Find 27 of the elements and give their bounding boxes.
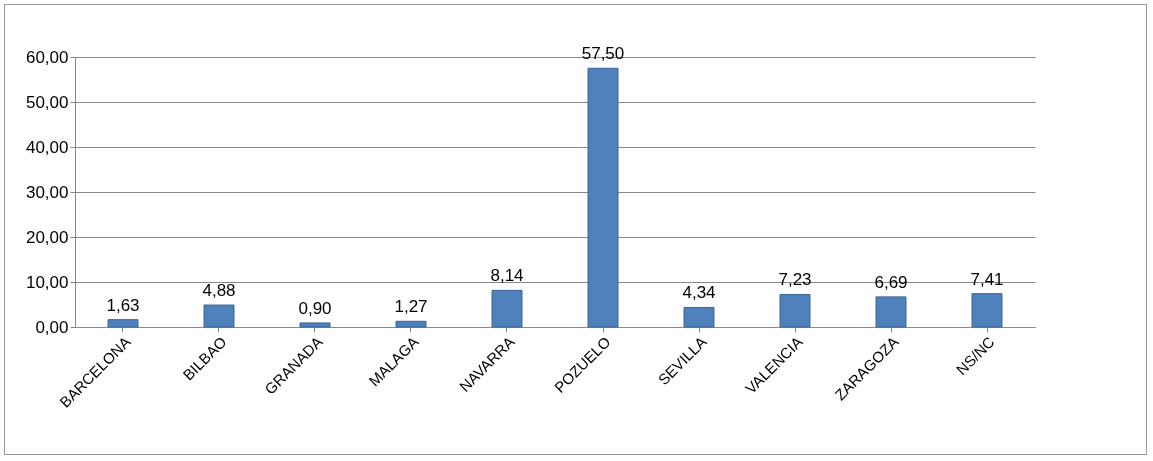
y-tick-label: 20,00 [25, 227, 69, 247]
data-label: 1,63 [106, 295, 140, 315]
bar [299, 322, 331, 328]
data-label: 57,50 [581, 44, 625, 64]
y-tick-label: 40,00 [25, 137, 69, 157]
bar [875, 296, 907, 328]
bar [971, 293, 1003, 328]
data-label: 1,27 [394, 297, 428, 317]
bar [395, 320, 427, 328]
data-label: 7,41 [970, 269, 1004, 289]
data-label: 4,34 [682, 283, 716, 303]
y-tick-label: 0,00 [35, 317, 69, 337]
bar [587, 67, 619, 328]
y-tick-label: 50,00 [25, 92, 69, 112]
y-tick-label: 10,00 [25, 272, 69, 292]
data-label: 6,69 [874, 272, 908, 292]
y-tick-label: 30,00 [25, 182, 69, 202]
data-label: 0,90 [298, 298, 332, 318]
data-label: 8,14 [490, 266, 524, 286]
bar [683, 306, 715, 328]
data-label: 7,23 [778, 270, 812, 290]
bar [107, 319, 139, 328]
data-label: 4,88 [202, 281, 236, 301]
bar [779, 293, 811, 328]
bar [491, 289, 523, 328]
y-tick-label: 60,00 [25, 47, 69, 67]
bar [203, 304, 235, 328]
